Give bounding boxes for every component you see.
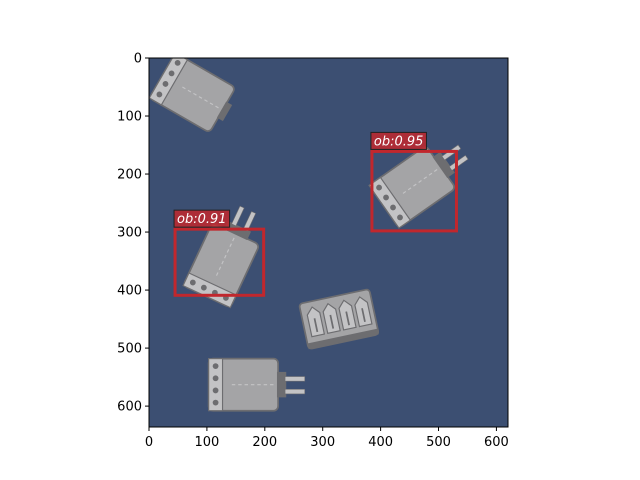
connector-middle (298, 288, 380, 350)
detection-label-bg (173, 209, 231, 228)
y-tick-label: 100 (117, 110, 142, 125)
y-tick-label: 200 (117, 168, 142, 183)
y-tick-label: 500 (117, 342, 142, 357)
detection: ob:0.95 (370, 131, 458, 233)
detection-box (370, 149, 458, 233)
axes-frame (148, 57, 509, 428)
y-tick-label: 300 (117, 226, 142, 241)
x-tick-label: 100 (194, 435, 219, 450)
x-tick-label: 200 (252, 435, 277, 450)
connector-top-left (149, 58, 235, 132)
detection-box (173, 227, 266, 297)
connector-objects (149, 58, 469, 412)
connector-left (182, 205, 260, 309)
y-tick-label: 600 (117, 400, 142, 415)
x-axis: 0 100 200 300 400 500 600 (145, 427, 509, 450)
x-tick-label: 300 (310, 435, 335, 450)
x-tick-label: 0 (145, 435, 153, 450)
detections: ob:0.95 ob:0.91 (173, 131, 458, 297)
y-tick-label: 0 (134, 52, 142, 67)
detection-label: ob:0.91 (177, 212, 227, 227)
detection: ob:0.91 (173, 209, 266, 297)
x-tick-label: 500 (426, 435, 451, 450)
x-tick-label: 400 (368, 435, 393, 450)
detection-label-bg (370, 131, 427, 150)
x-tick-label: 600 (484, 435, 509, 450)
detection-label: ob:0.95 (374, 134, 424, 149)
y-axis: 0 100 200 300 400 500 600 (117, 52, 149, 415)
connector-bottom (207, 357, 306, 412)
y-tick-label: 400 (117, 284, 142, 299)
